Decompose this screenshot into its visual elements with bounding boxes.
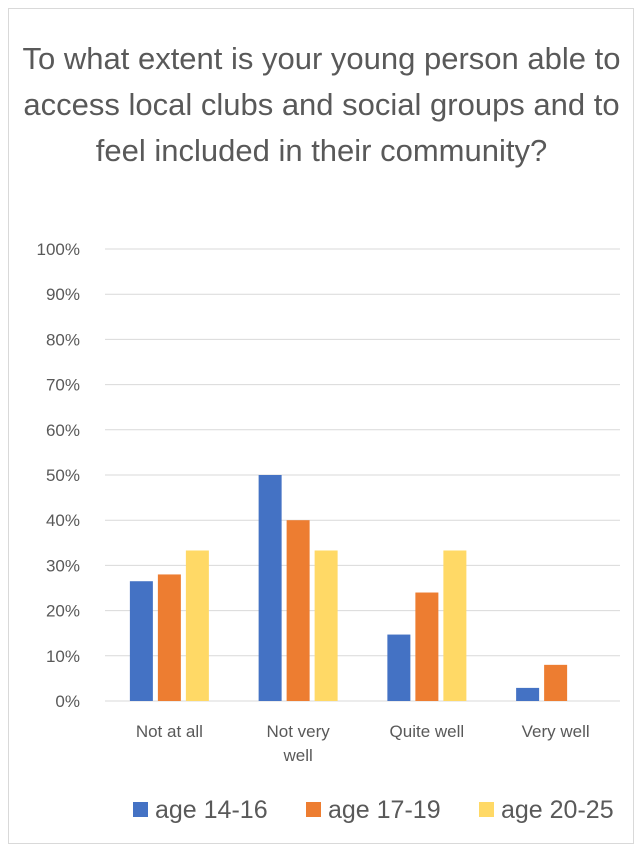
- bar: [516, 687, 540, 701]
- y-tick-label: 20%: [46, 602, 80, 621]
- bar: [157, 574, 181, 701]
- chart-title: To what extent is your young person able…: [22, 41, 621, 168]
- legend-swatch: [479, 802, 494, 817]
- bar: [415, 592, 439, 701]
- x-tick-label: Not at all: [136, 722, 203, 741]
- x-tick-label: Very well: [522, 722, 590, 741]
- chart-frame: [8, 8, 634, 844]
- y-tick-label: 40%: [46, 511, 80, 530]
- y-tick-label: 100%: [37, 240, 80, 259]
- legend-label: age 17-19: [328, 796, 441, 824]
- legend-swatch: [306, 802, 321, 817]
- bar: [443, 550, 467, 701]
- legend-swatch: [133, 802, 148, 817]
- y-tick-label: 90%: [46, 285, 80, 304]
- bar: [286, 520, 310, 701]
- x-tick-label: well: [282, 746, 312, 765]
- y-tick-label: 30%: [46, 556, 80, 575]
- y-tick-label: 60%: [46, 421, 80, 440]
- bar: [387, 634, 411, 701]
- y-tick-label: 50%: [46, 466, 80, 485]
- bar: [258, 475, 282, 701]
- bar: [185, 550, 209, 701]
- y-tick-label: 70%: [46, 376, 80, 395]
- bar: [544, 664, 568, 701]
- x-tick-label: Not very: [266, 722, 330, 741]
- bar: [129, 581, 153, 701]
- legend-label: age 20-25: [501, 796, 614, 824]
- y-tick-label: 80%: [46, 330, 80, 349]
- y-tick-label: 10%: [46, 647, 80, 666]
- x-tick-label: Quite well: [390, 722, 465, 741]
- legend-label: age 14-16: [155, 796, 268, 824]
- bar: [314, 550, 338, 701]
- y-tick-label: 0%: [55, 692, 80, 711]
